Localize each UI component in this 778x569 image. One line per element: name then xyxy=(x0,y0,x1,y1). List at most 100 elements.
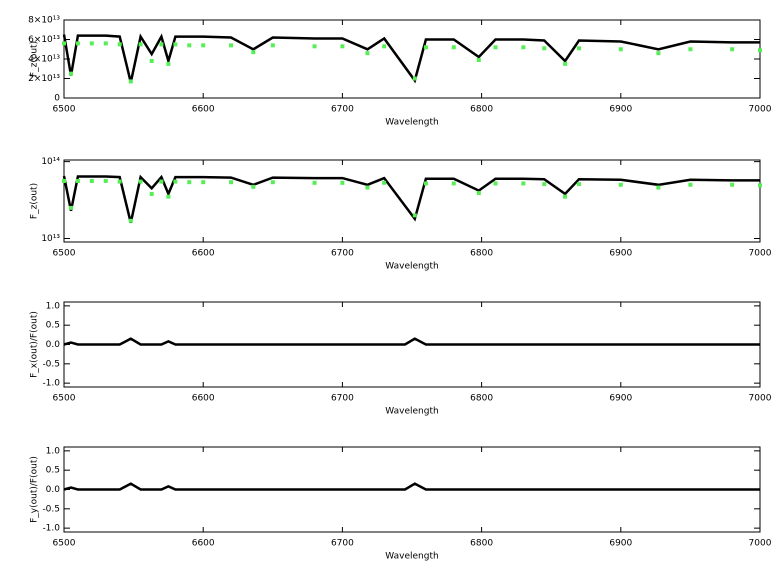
x-tick-label: 6800 xyxy=(470,539,493,549)
marker xyxy=(656,51,661,56)
marker xyxy=(89,41,94,46)
x-tick-label: 7000 xyxy=(749,539,772,549)
marker xyxy=(730,47,735,52)
series-line xyxy=(63,482,760,491)
x-tick-label: 6700 xyxy=(331,249,354,259)
marker xyxy=(451,45,456,50)
marker xyxy=(618,47,623,52)
y-tick-label: 0.0 xyxy=(46,340,61,350)
y-tick-label: 10¹³ xyxy=(41,234,60,244)
y-axis-label: F_x(out)/F(out) xyxy=(30,311,40,378)
marker xyxy=(159,179,164,184)
x-tick-label: 6600 xyxy=(192,394,215,404)
marker xyxy=(229,43,234,48)
x-tick-label: 7000 xyxy=(749,105,772,115)
x-tick-label: 6600 xyxy=(192,539,215,549)
x-axis-label: Wavelength xyxy=(385,552,438,562)
y-tick-label: -1.0 xyxy=(42,379,60,389)
marker xyxy=(412,76,417,81)
marker xyxy=(312,44,317,49)
x-tick-label: 6700 xyxy=(331,105,354,115)
marker xyxy=(62,41,66,46)
y-tick-label: -0.5 xyxy=(42,504,60,514)
marker xyxy=(563,61,568,66)
y-axis-label: F_z(out) xyxy=(30,183,40,219)
marker xyxy=(758,48,762,53)
x-tick-label: 6900 xyxy=(609,105,632,115)
marker xyxy=(493,181,498,186)
marker xyxy=(688,182,693,187)
marker xyxy=(166,194,171,199)
marker xyxy=(365,185,370,190)
marker xyxy=(173,179,178,184)
marker xyxy=(365,51,370,56)
x-tick-label: 6900 xyxy=(609,539,632,549)
x-tick-label: 6500 xyxy=(53,249,76,259)
y-tick-label: 8×10¹³ xyxy=(28,16,60,26)
x-axis-label: Wavelength xyxy=(385,118,438,128)
x-axis-label: Wavelength xyxy=(385,407,438,417)
series-line xyxy=(62,33,760,84)
marker xyxy=(251,184,256,189)
x-tick-label: 6500 xyxy=(53,394,76,404)
marker xyxy=(159,42,164,47)
marker xyxy=(149,191,154,196)
marker xyxy=(423,181,428,186)
marker xyxy=(103,41,108,46)
marker xyxy=(521,45,526,50)
marker xyxy=(166,61,171,66)
y-tick-label: 1.0 xyxy=(46,301,61,311)
marker xyxy=(542,46,547,51)
marker xyxy=(451,181,456,186)
marker xyxy=(382,44,387,49)
marker xyxy=(128,218,133,223)
x-axis-label: Wavelength xyxy=(385,262,438,272)
marker xyxy=(128,79,133,84)
marker xyxy=(89,178,94,183)
marker xyxy=(187,180,192,185)
y-tick-label: 0.0 xyxy=(46,485,61,495)
marker xyxy=(412,213,417,218)
x-tick-label: 6900 xyxy=(609,394,632,404)
marker xyxy=(577,182,582,187)
y-tick-label: 0.5 xyxy=(46,466,60,476)
y-tick-label: 2×10¹³ xyxy=(28,74,60,84)
x-tick-label: 6600 xyxy=(192,105,215,115)
x-tick-label: 6900 xyxy=(609,249,632,259)
marker xyxy=(563,194,568,199)
x-tick-label: 6800 xyxy=(470,105,493,115)
marker xyxy=(117,179,122,184)
plot-frame xyxy=(63,159,761,243)
x-tick-label: 6800 xyxy=(470,249,493,259)
y-tick-label: 0 xyxy=(54,94,60,104)
series-line xyxy=(63,337,760,346)
marker xyxy=(476,57,481,62)
x-tick-label: 7000 xyxy=(749,249,772,259)
marker xyxy=(340,180,345,185)
marker xyxy=(138,42,143,47)
marker xyxy=(173,42,178,47)
marker xyxy=(476,191,481,196)
y-axis-label: F_z(out) xyxy=(30,41,40,77)
marker xyxy=(618,182,623,187)
x-tick-label: 6800 xyxy=(470,394,493,404)
x-tick-label: 6700 xyxy=(331,394,354,404)
marker xyxy=(251,50,256,55)
marker xyxy=(423,45,428,50)
marker xyxy=(187,43,192,48)
y-tick-label: 0.5 xyxy=(46,321,60,331)
marker xyxy=(730,182,735,187)
marker xyxy=(103,178,108,183)
marker xyxy=(521,181,526,186)
y-tick-label: 6×10¹³ xyxy=(28,35,60,45)
marker xyxy=(312,180,317,185)
series-line xyxy=(62,174,760,224)
marker xyxy=(577,46,582,51)
marker xyxy=(493,45,498,50)
marker xyxy=(201,180,206,185)
marker xyxy=(270,43,275,48)
marker xyxy=(62,178,66,183)
x-tick-label: 7000 xyxy=(749,394,772,404)
marker xyxy=(688,47,693,52)
x-tick-label: 6600 xyxy=(192,249,215,259)
